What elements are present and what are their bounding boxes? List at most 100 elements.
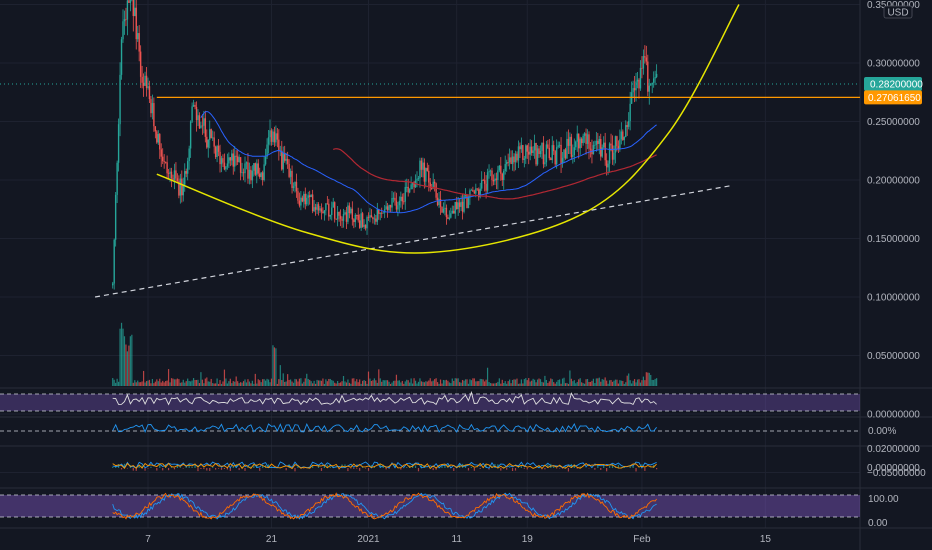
volume-bar (425, 381, 427, 386)
volume-bar (156, 379, 158, 386)
volume-bar (163, 382, 165, 386)
volume-bar (544, 375, 546, 386)
currency-label-box[interactable] (883, 5, 913, 19)
macd-histogram-bar (362, 466, 364, 468)
candle-body (583, 133, 586, 136)
candle-body (175, 170, 177, 179)
macd-histogram-bar (526, 468, 528, 470)
volume-bar (384, 380, 386, 386)
stoch-k-line (112, 492, 657, 520)
candle-body (622, 131, 624, 140)
volume-bar (636, 379, 639, 386)
candle-body (306, 197, 308, 205)
volume-bar (654, 378, 656, 386)
candle-body (636, 79, 639, 82)
price-axis[interactable]: 0.600000000.550000000.500000000.45000000… (867, 0, 926, 529)
volume-bar (622, 380, 624, 386)
candle-body (426, 167, 428, 171)
volume-bar (370, 380, 373, 386)
candle-body (144, 75, 146, 86)
macd-histogram-bar (597, 464, 599, 468)
volume-bar (403, 383, 405, 386)
macd-histogram-bar (312, 464, 314, 468)
candle-body (510, 157, 512, 164)
macd-histogram-bar (547, 464, 549, 468)
volume-bar (303, 381, 305, 386)
candle-body (620, 131, 623, 140)
volume-bar (608, 380, 611, 386)
volume-bar (217, 383, 220, 386)
volume-bar (591, 380, 593, 386)
volume-bar (301, 383, 303, 386)
macd-histogram-bar (303, 468, 305, 469)
volume-bar (582, 383, 584, 386)
volume-bar (269, 382, 271, 386)
stoch-axis-label: 0.00 (868, 518, 888, 529)
candle-body (563, 149, 565, 158)
candle-body (406, 186, 408, 188)
volume-bar (551, 379, 553, 386)
volume-bar (495, 382, 497, 386)
volume-bar (448, 382, 450, 386)
candle-body (423, 162, 426, 182)
volume-bar (322, 378, 324, 386)
macd-histogram-bar (523, 468, 525, 469)
volume-bar (635, 382, 637, 386)
candle-body (350, 208, 352, 214)
volume-bar (328, 378, 330, 386)
volume-bar (319, 380, 321, 386)
volume-bar (583, 383, 586, 386)
candle-body (189, 121, 192, 149)
time-axis[interactable]: 7 21 2021 11 19 Feb 15 (145, 534, 771, 545)
candle-body (516, 153, 518, 161)
signal-line (112, 462, 657, 470)
candle-body (195, 106, 198, 121)
volume-bar (475, 381, 477, 386)
volume-bar (213, 383, 215, 386)
volume-bar (610, 379, 612, 386)
time-tick-label: 11 (452, 534, 463, 545)
candle-body (209, 129, 211, 140)
volume-bar (459, 382, 461, 386)
candle-body (245, 162, 248, 164)
macd-histogram-bar (467, 468, 470, 471)
macd-histogram-bar (150, 466, 152, 468)
volume-bar (601, 379, 603, 386)
candle-body (457, 202, 459, 210)
macd-histogram-bar (394, 463, 396, 468)
macd-histogram-bar (470, 466, 472, 468)
volume-bar (288, 379, 290, 386)
macd-histogram-bar (388, 468, 390, 469)
volume-bar (132, 382, 134, 386)
candle-body (655, 73, 658, 78)
volume-bar (388, 381, 390, 386)
volume-bar (435, 378, 437, 386)
candle-body (461, 201, 464, 212)
candle-body (488, 171, 490, 173)
candle-body (391, 197, 393, 208)
volume-bar (572, 381, 574, 386)
candle-body (495, 178, 498, 180)
macd-histogram-bar (553, 466, 555, 468)
volume-bar (151, 379, 154, 386)
volume-bar (344, 381, 346, 386)
time-tick-label: 2021 (357, 534, 380, 545)
volume-bar (523, 379, 525, 386)
volume-bar (228, 381, 230, 386)
candle-body (582, 135, 584, 144)
volume-bar (142, 370, 145, 386)
volume-bar (289, 379, 292, 386)
volume-bar (628, 373, 630, 386)
candle-body (112, 283, 114, 286)
candle-body (503, 170, 505, 181)
volume-bar (413, 378, 415, 386)
volume-bar (511, 380, 514, 386)
candle-body (386, 206, 389, 211)
candle-body (339, 215, 342, 219)
candle-body (492, 179, 495, 182)
volume-bar (297, 381, 299, 386)
volume-bar (226, 383, 228, 386)
macd-histogram-bar (167, 468, 170, 471)
candle-body (500, 165, 502, 174)
